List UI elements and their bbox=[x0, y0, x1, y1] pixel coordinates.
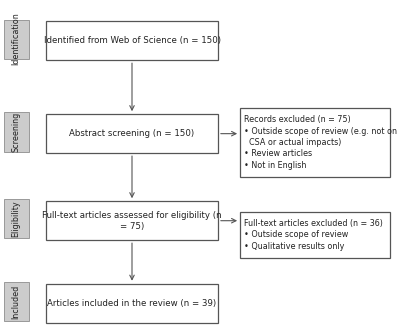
FancyBboxPatch shape bbox=[46, 114, 218, 153]
Text: Screening: Screening bbox=[12, 112, 20, 152]
FancyBboxPatch shape bbox=[4, 199, 29, 238]
Text: Articles included in the review (n = 39): Articles included in the review (n = 39) bbox=[48, 299, 216, 308]
Text: Identification: Identification bbox=[12, 13, 20, 66]
FancyBboxPatch shape bbox=[240, 108, 390, 177]
FancyBboxPatch shape bbox=[240, 212, 390, 258]
Text: Abstract screening (n = 150): Abstract screening (n = 150) bbox=[70, 129, 194, 138]
FancyBboxPatch shape bbox=[4, 282, 29, 321]
Text: Records excluded (n = 75)
• Outside scope of review (e.g. not on
  CSA or actual: Records excluded (n = 75) • Outside scop… bbox=[244, 115, 397, 170]
Text: Eligibility: Eligibility bbox=[12, 200, 20, 237]
Text: Full-text articles assessed for eligibility (n
= 75): Full-text articles assessed for eligibil… bbox=[42, 211, 222, 231]
FancyBboxPatch shape bbox=[46, 21, 218, 60]
FancyBboxPatch shape bbox=[4, 20, 29, 59]
FancyBboxPatch shape bbox=[4, 112, 29, 152]
Text: Included: Included bbox=[12, 284, 20, 319]
FancyBboxPatch shape bbox=[46, 201, 218, 240]
Text: Identified from Web of Science (n = 150): Identified from Web of Science (n = 150) bbox=[44, 36, 220, 45]
FancyBboxPatch shape bbox=[46, 284, 218, 323]
Text: Full-text articles excluded (n = 36)
• Outside scope of review
• Qualitative res: Full-text articles excluded (n = 36) • O… bbox=[244, 219, 383, 251]
